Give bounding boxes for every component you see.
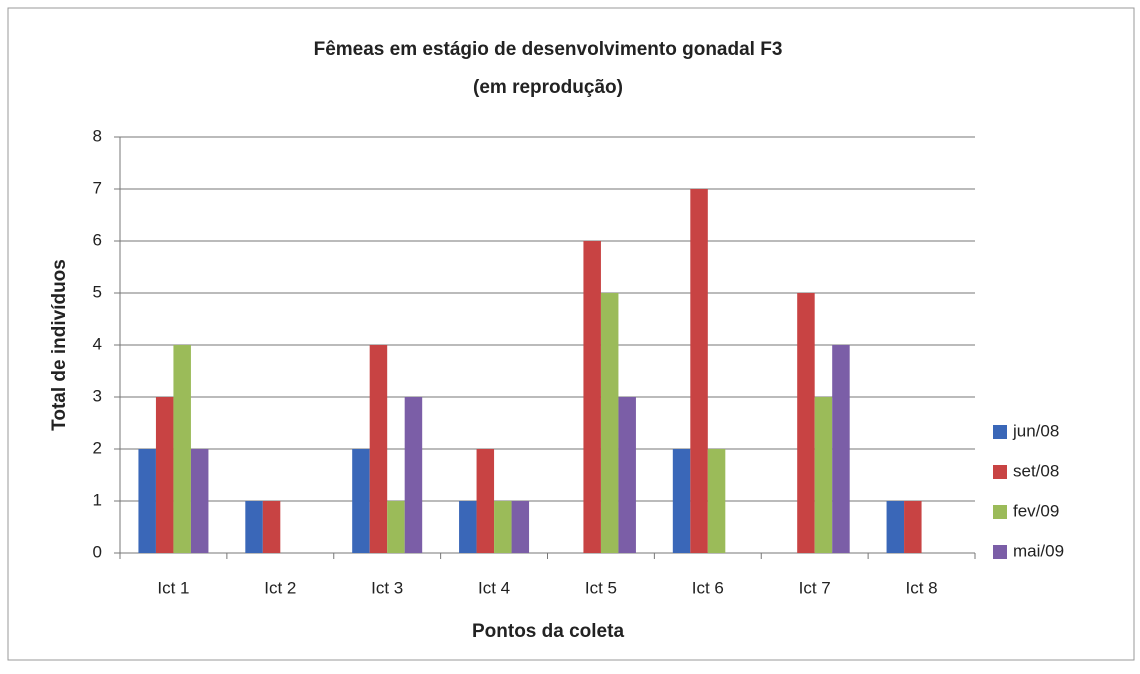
bar [600,293,619,553]
bar [814,397,833,553]
bar [369,345,388,553]
y-tick-label: 6 [93,230,102,249]
bar [904,501,922,553]
x-tick-label: Ict 8 [906,578,938,597]
bar [138,449,156,553]
bar [245,501,263,553]
x-tick-label: Ict 4 [478,578,510,597]
y-tick-label: 7 [93,178,102,197]
y-tick-label: 4 [93,334,102,353]
bar [886,501,905,553]
x-tick-label: Ict 6 [692,578,724,597]
bar [583,241,601,553]
legend-swatch [993,425,1007,439]
bar [672,449,691,553]
bar [707,449,726,553]
chart-title: Fêmeas em estágio de desenvolvimento gon… [314,39,783,60]
bar [690,189,708,553]
legend-swatch [993,545,1007,559]
y-tick-label: 0 [93,542,102,561]
legend-swatch [993,505,1007,519]
bar [404,397,423,553]
bar [476,449,495,553]
legend-label: jun/08 [1012,421,1059,440]
x-tick-label: Ict 5 [585,578,617,597]
chart-title: (em reprodução) [473,77,623,98]
x-tick-label: Ict 1 [157,578,189,597]
bar [618,397,636,553]
bar [155,397,174,553]
x-axis-label: Pontos da coleta [472,621,624,642]
x-tick-label: Ict 3 [371,578,403,597]
bar [459,501,477,553]
y-tick-label: 5 [93,282,102,301]
y-tick-label: 2 [93,438,102,457]
legend-swatch [993,465,1007,479]
y-tick-label: 3 [93,386,102,405]
y-axis-label: Total de indivíduos [49,259,70,431]
bar [832,345,850,553]
legend-label: fev/09 [1013,501,1059,520]
y-tick-label: 1 [93,490,102,509]
bar [352,449,370,553]
chart-frame [7,7,1135,661]
legend-label: mai/09 [1013,541,1064,560]
x-tick-label: Ict 7 [799,578,831,597]
bar [173,345,191,553]
x-tick-label: Ict 2 [264,578,296,597]
bar [494,501,512,553]
bar [511,501,530,553]
bar [190,449,209,553]
y-tick-label: 8 [93,126,102,145]
legend-label: set/08 [1013,461,1059,480]
bar [387,501,405,553]
bar [797,293,815,553]
bar [262,501,281,553]
